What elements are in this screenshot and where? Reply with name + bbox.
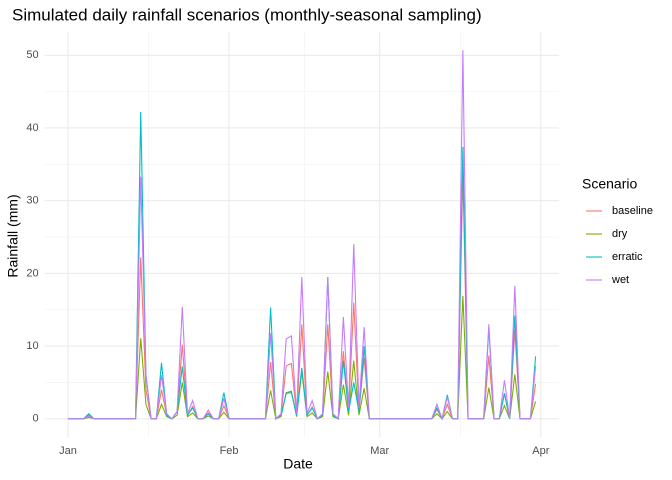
legend-label: dry bbox=[612, 228, 628, 240]
legend-label: baseline bbox=[612, 205, 653, 217]
x-axis-label: Date bbox=[283, 456, 313, 472]
legend-label: erratic bbox=[612, 251, 643, 263]
y-tick-label: 30 bbox=[26, 195, 38, 207]
y-tick-label: 0 bbox=[32, 413, 38, 425]
legend-title: Scenario bbox=[582, 176, 637, 192]
series-line bbox=[67, 50, 537, 421]
legend-label: wet bbox=[611, 274, 629, 286]
x-tick-label: Apr bbox=[532, 445, 549, 457]
y-tick-label: 50 bbox=[26, 49, 38, 61]
x-tick-label: Jan bbox=[59, 445, 77, 457]
y-tick-label: 40 bbox=[26, 122, 38, 134]
x-tick-label: Mar bbox=[370, 445, 389, 457]
x-tick-label: Feb bbox=[220, 445, 239, 457]
chart-title: Simulated daily rainfall scenarios (mont… bbox=[12, 5, 482, 24]
y-tick-label: 20 bbox=[26, 267, 38, 279]
y-tick-label: 10 bbox=[26, 340, 38, 352]
y-axis-label: Rainfall (mm) bbox=[5, 194, 21, 277]
